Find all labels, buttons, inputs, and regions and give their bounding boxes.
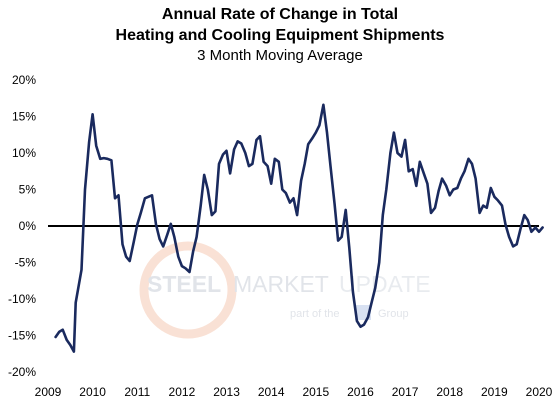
x-tick-label: 2018 xyxy=(436,385,463,399)
x-axis: 2009 2010 2011 2012 2013 2014 2015 2016 2017 2018… xyxy=(35,385,553,399)
x-tick-label: 2011 xyxy=(124,385,150,399)
watermark-tagline-post: Group xyxy=(378,308,409,320)
watermark-ring xyxy=(139,241,237,339)
y-tick-label: -20% xyxy=(8,365,36,379)
x-tick-label: 2015 xyxy=(302,385,329,399)
watermark-word-steel: STEEL xyxy=(147,271,221,297)
y-tick-label: -5% xyxy=(15,256,37,270)
x-tick-label: 2009 xyxy=(35,385,62,399)
x-tick-label: 2016 xyxy=(347,385,374,399)
watermark-logo: STEEL MARKET UPDATE part of the Group xyxy=(139,241,431,339)
x-tick-label: 2012 xyxy=(169,385,196,399)
series-group xyxy=(54,103,544,353)
y-tick-label: 15% xyxy=(12,110,36,124)
y-tick-label: 0% xyxy=(19,219,37,233)
y-tick-label: -15% xyxy=(8,329,36,343)
y-tick-label: 5% xyxy=(19,183,37,197)
x-tick-label: 2019 xyxy=(481,385,508,399)
x-tick-label: 2013 xyxy=(213,385,240,399)
x-tick-label: 2010 xyxy=(79,385,106,399)
y-tick-label: 20% xyxy=(12,73,36,87)
chart-title-block: Annual Rate of Change in Total Heating a… xyxy=(0,4,560,66)
watermark-word-market: MARKET xyxy=(233,271,329,297)
y-tick-label: -10% xyxy=(8,292,36,306)
y-axis: 20% 15% 10% 5% 0% -5% -10% -15% -20% xyxy=(8,73,36,379)
x-tick-label: 2014 xyxy=(258,385,285,399)
watermark-tagline-pre: part of the xyxy=(290,308,340,320)
x-tick-label: 2020 xyxy=(526,385,553,399)
series-line xyxy=(54,103,544,353)
x-tick-label: 2017 xyxy=(392,385,419,399)
chart-title-line-2: Heating and Cooling Equipment Shipments xyxy=(115,27,445,44)
chart-title-line-1: Annual Rate of Change in Total xyxy=(161,6,399,23)
y-tick-label: 10% xyxy=(12,146,36,160)
chart-subtitle: 3 Month Moving Average xyxy=(197,47,363,64)
